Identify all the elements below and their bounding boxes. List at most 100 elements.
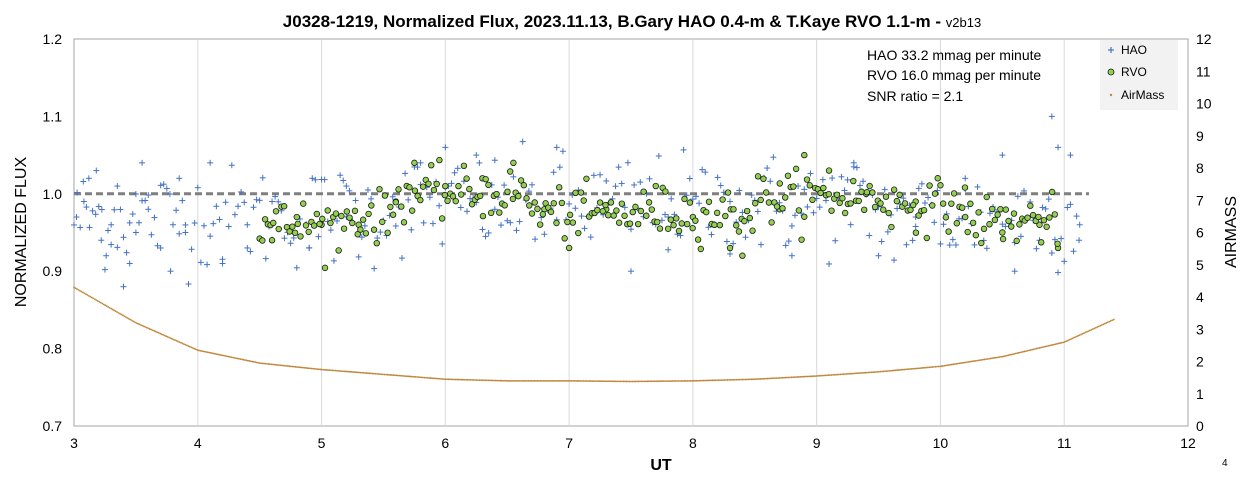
rvo-point (855, 197, 862, 205)
airmass-point (236, 357, 239, 360)
hao-point (77, 224, 84, 231)
airmass-point (789, 376, 791, 379)
rvo-point (313, 210, 321, 218)
airmass-point (102, 303, 105, 306)
hao-point (566, 200, 573, 207)
rvo-point (980, 225, 988, 233)
airmass-point (540, 379, 543, 382)
airmass-point (640, 380, 643, 383)
hao-point (1055, 144, 1062, 151)
airmass-point (542, 379, 545, 382)
airmass-point (272, 363, 274, 366)
airmass-point (1028, 349, 1030, 352)
airmass-point (405, 375, 408, 378)
rvo-point (321, 264, 329, 272)
rvo-point (923, 234, 931, 242)
hao-point (132, 229, 139, 236)
airmass-point (806, 375, 809, 378)
hao-point (123, 249, 130, 256)
rvo-point (703, 208, 710, 216)
hao-point (463, 208, 470, 215)
airmass-point (895, 369, 898, 372)
y-axis-title: NORMALIZED FLUX (13, 157, 30, 308)
rvo-point (792, 165, 800, 173)
hao-point (157, 244, 164, 251)
hao-point (624, 159, 631, 166)
airmass-point (729, 378, 732, 381)
airmass-point (309, 367, 312, 370)
airmass-point (301, 366, 304, 369)
airmass-point (759, 378, 762, 380)
rvo-point (1035, 213, 1042, 221)
hao-point (244, 221, 251, 228)
hao-point (207, 159, 214, 166)
hao-point (92, 211, 99, 218)
airmass-point (995, 356, 998, 359)
y-tick-label: 0.8 (43, 341, 63, 357)
rvo-point (632, 203, 639, 211)
airmass-point (428, 377, 430, 379)
hao-point (894, 205, 901, 212)
rvo-point (510, 159, 517, 167)
airmass-point (1083, 332, 1085, 335)
airmass-point (616, 380, 619, 383)
hao-point (408, 226, 415, 233)
rvo-point (610, 212, 617, 219)
rvo-point (664, 225, 672, 232)
rvo-point (942, 214, 950, 221)
airmass-point (881, 370, 883, 373)
airmass-point (508, 379, 511, 382)
hao-point (878, 238, 885, 245)
rvo-point (389, 211, 397, 218)
airmass-point (350, 371, 353, 373)
airmass-point (1035, 347, 1038, 350)
airmass-point (861, 371, 864, 374)
airmass-point (505, 379, 508, 382)
hao-point (1058, 235, 1065, 242)
airmass-point (286, 365, 289, 367)
rvo-point (948, 200, 955, 207)
airmass-point (202, 350, 205, 353)
rvo-point (1008, 223, 1015, 230)
rvo-point (411, 159, 418, 167)
rvo-point (594, 207, 601, 214)
hao-point (662, 211, 669, 218)
airmass-point (223, 354, 225, 357)
airmass-point (662, 380, 665, 383)
x-tick-label: 7 (565, 435, 573, 451)
airmass-point (469, 378, 472, 381)
hao-point (804, 203, 811, 210)
airmass-point (650, 380, 653, 383)
y2-tick-label: 2 (1196, 354, 1204, 370)
airmass-point (916, 367, 919, 370)
airmass-point (538, 379, 540, 382)
hao-point (844, 176, 851, 183)
airmass-point (885, 370, 888, 373)
rvo-point (398, 203, 405, 210)
airmass-point (175, 339, 178, 342)
airmass-point (1090, 328, 1093, 331)
airmass-point (673, 380, 675, 382)
airmass-point (441, 378, 444, 380)
airmass-point (924, 366, 926, 369)
airmass-point (624, 380, 626, 383)
rvo-point (526, 202, 533, 209)
airmass-point (126, 317, 129, 319)
hao-point (139, 159, 146, 166)
hao-point (247, 248, 254, 255)
hao-point (256, 197, 263, 204)
airmass-point (667, 380, 670, 383)
airmass-point (199, 349, 202, 352)
airmass-point (398, 374, 401, 377)
rvo-point (580, 197, 587, 204)
airmass-point (970, 360, 973, 363)
hao-point (764, 165, 771, 172)
airmass-point (318, 368, 320, 371)
airmass-point (374, 372, 377, 375)
rvo-point (784, 172, 792, 179)
hao-point (191, 220, 198, 227)
rvo-point (349, 219, 356, 227)
airmass-point (581, 380, 583, 382)
hao-point (238, 188, 245, 195)
hao-point (405, 196, 412, 203)
